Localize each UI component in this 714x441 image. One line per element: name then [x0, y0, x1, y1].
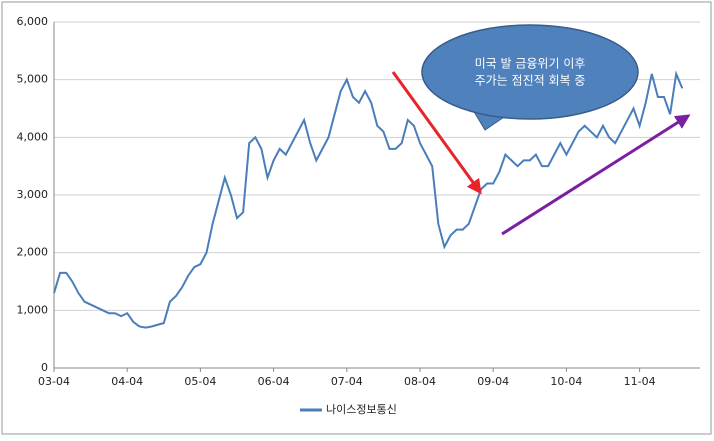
x-tick-label: 06-04 [258, 375, 290, 388]
x-tick-label: 04-04 [111, 375, 143, 388]
x-tick-label: 08-04 [404, 375, 436, 388]
y-tick-label: 1,000 [17, 303, 49, 316]
x-tick-label: 07-04 [331, 375, 363, 388]
legend-label: 나이스정보통신 [326, 403, 397, 416]
callout-join [471, 102, 509, 114]
x-tick-label: 10-04 [550, 375, 582, 388]
x-tick-label: 09-04 [477, 375, 509, 388]
annotation: 주가는 점진적 회복 중 [475, 74, 586, 88]
y-tick-label: 3,000 [17, 188, 49, 201]
x-tick-label: 11-04 [624, 375, 656, 388]
y-tick-label: 4,000 [17, 130, 49, 143]
y-tick-label: 5,000 [17, 73, 49, 86]
arrow [391, 71, 482, 195]
annotation: 미국 발 금융위기 이후 [475, 57, 586, 71]
x-tick-label: 03-04 [38, 375, 70, 388]
x-tick-label: 05-04 [184, 375, 216, 388]
y-tick-label: 0 [41, 361, 48, 374]
series-line [53, 70, 684, 329]
arrow [501, 114, 691, 236]
callout [421, 24, 639, 120]
y-tick-label: 2,000 [17, 246, 49, 259]
y-tick-label: 6,000 [17, 15, 49, 28]
